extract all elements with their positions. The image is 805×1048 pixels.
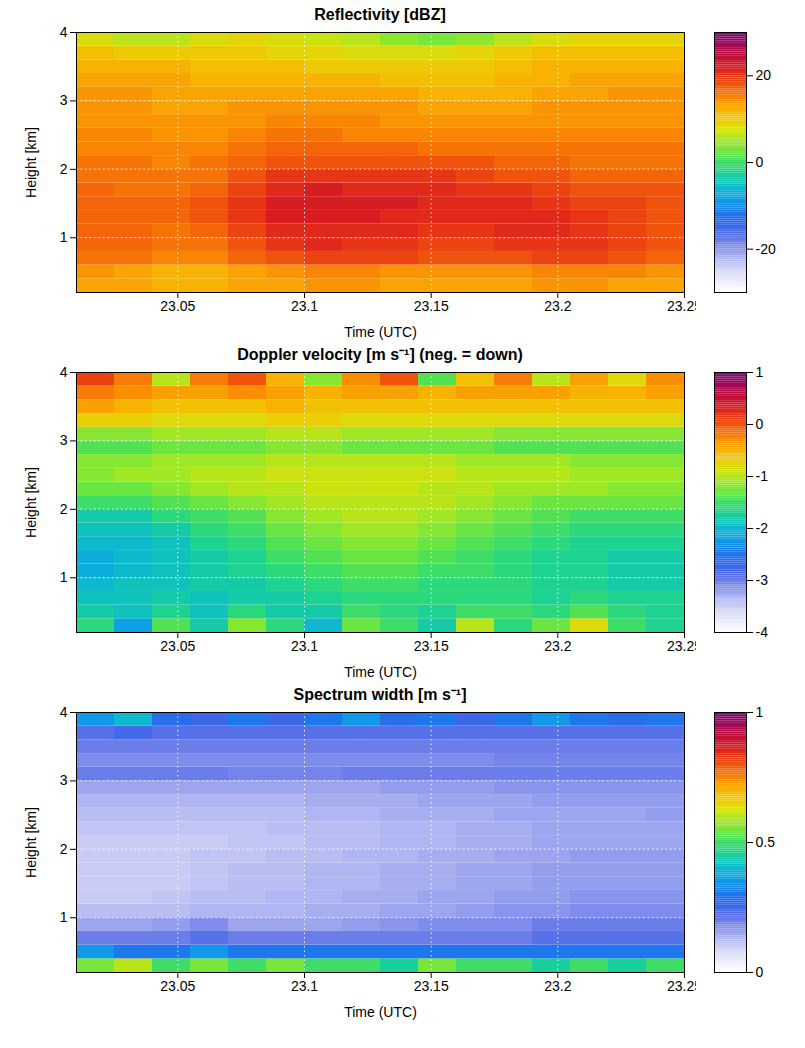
svg-text:23.05: 23.05 <box>160 638 195 654</box>
svg-text:23.05: 23.05 <box>160 978 195 994</box>
svg-text:4: 4 <box>60 364 68 380</box>
svg-text:Height [km]: Height [km] <box>23 127 39 198</box>
svg-text:0: 0 <box>756 416 764 432</box>
svg-text:23.05: 23.05 <box>160 298 195 314</box>
svg-text:Height [km]: Height [km] <box>23 807 39 878</box>
svg-text:0.5: 0.5 <box>756 834 776 850</box>
svg-text:Time (UTC): Time (UTC) <box>344 664 417 680</box>
svg-text:Time (UTC): Time (UTC) <box>344 1004 417 1020</box>
svg-text:23.25: 23.25 <box>667 978 702 995</box>
svg-text:-2: -2 <box>756 520 769 536</box>
html-text:Spectrum width [m s⁻¹]: Spectrum width [m s⁻¹] <box>293 686 467 703</box>
html-text:Reflectivity [dBZ]: Reflectivity [dBZ] <box>314 6 446 23</box>
svg-text:Time (UTC): Time (UTC) <box>344 324 417 340</box>
svg-text:4: 4 <box>60 704 68 720</box>
svg-text:1: 1 <box>756 704 764 720</box>
svg-text:1: 1 <box>60 569 68 585</box>
svg-text:4: 4 <box>60 24 68 40</box>
svg-text:23.2: 23.2 <box>544 978 571 994</box>
svg-text:2: 2 <box>60 161 68 177</box>
svg-text:3: 3 <box>60 772 68 788</box>
svg-text:20: 20 <box>756 67 772 83</box>
svg-text:-3: -3 <box>756 572 769 588</box>
svg-text:1: 1 <box>60 909 68 925</box>
svg-text:0: 0 <box>756 154 764 170</box>
svg-text:23.1: 23.1 <box>291 298 318 314</box>
svg-text:3: 3 <box>60 432 68 448</box>
svg-text:23.1: 23.1 <box>291 978 318 994</box>
svg-text:23.15: 23.15 <box>414 638 449 654</box>
svg-text:1: 1 <box>60 229 68 245</box>
svg-text:-20: -20 <box>756 241 776 257</box>
svg-text:23.15: 23.15 <box>414 978 449 994</box>
svg-text:23.25: 23.25 <box>667 298 702 315</box>
svg-text:23.2: 23.2 <box>544 298 571 314</box>
svg-text:23.15: 23.15 <box>414 298 449 314</box>
svg-text:2: 2 <box>60 841 68 857</box>
svg-text:1: 1 <box>756 364 764 380</box>
svg-text:2: 2 <box>60 501 68 517</box>
svg-text:-4: -4 <box>756 624 769 640</box>
svg-text:23.2: 23.2 <box>544 638 571 654</box>
svg-text:23.25: 23.25 <box>667 638 702 655</box>
svg-text:Height [km]: Height [km] <box>23 467 39 538</box>
html-text:Doppler velocity [m s⁻¹] (neg.: Doppler velocity [m s⁻¹] (neg. = down) <box>237 346 523 363</box>
svg-text:3: 3 <box>60 92 68 108</box>
svg-text:-1: -1 <box>756 468 769 484</box>
svg-text:0: 0 <box>756 964 764 980</box>
svg-text:23.1: 23.1 <box>291 638 318 654</box>
